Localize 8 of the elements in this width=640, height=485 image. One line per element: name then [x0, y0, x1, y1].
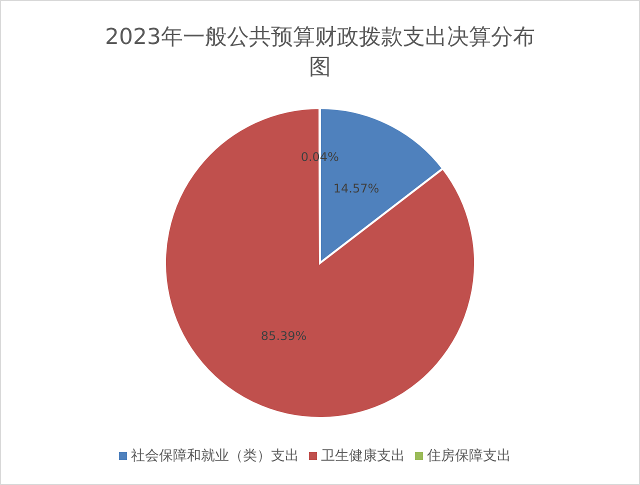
legend-label: 社会保障和就业（类）支出 — [131, 448, 299, 464]
legend-label: 住房保障支出 — [426, 448, 511, 464]
pie-slice — [164, 107, 476, 419]
chart-title: 2023年一般公共预算财政拨款支出决算分布图 — [105, 25, 535, 80]
data-label: 85.39% — [260, 329, 307, 344]
data-label: 0.04% — [300, 150, 339, 164]
legend-label: 卫生健康支出 — [321, 448, 405, 464]
data-label: 14.57% — [333, 182, 380, 196]
